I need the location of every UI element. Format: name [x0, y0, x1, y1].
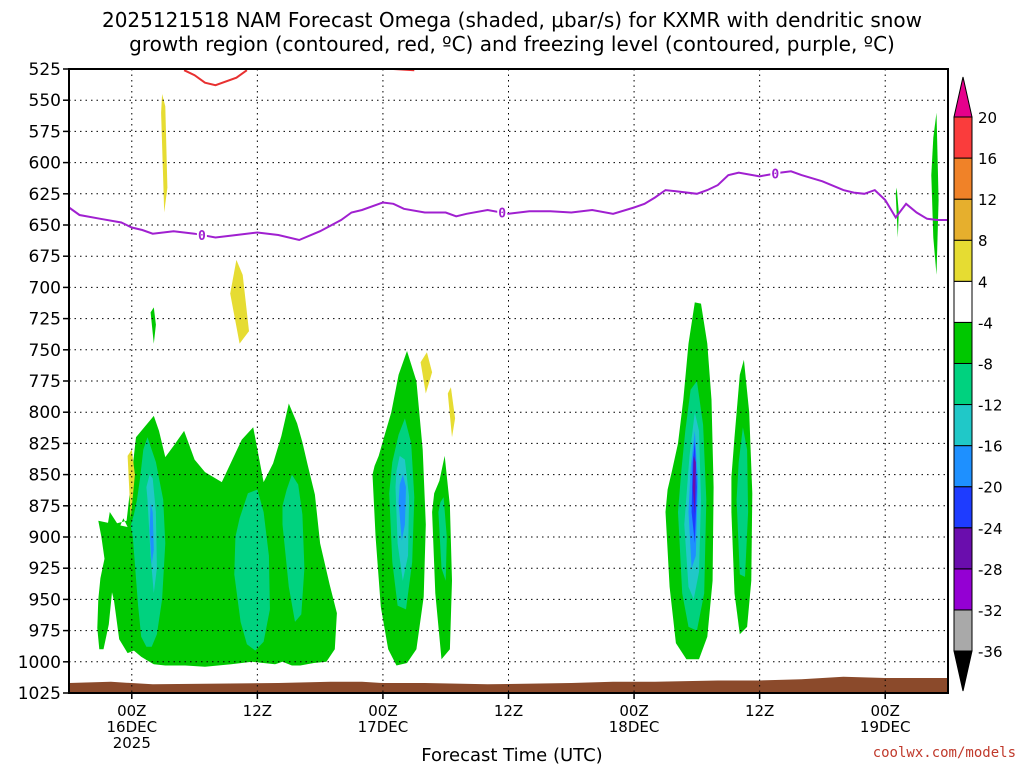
colorbar-label-5: -16 — [978, 438, 1003, 456]
colorbar-box-9 — [953, 280, 973, 323]
x-tick-label-54-0: 00Z — [619, 702, 648, 720]
y-tick-label-850: 850 — [29, 466, 61, 486]
x-tick-label-66-0: 12Z — [745, 702, 774, 720]
colorbar-box-2 — [953, 568, 973, 611]
colorbar-box-12 — [953, 157, 973, 200]
colorbar-label-12: 16 — [978, 150, 997, 168]
freezing-level-label-2: 0 — [771, 168, 779, 183]
surface-terrain — [69, 676, 948, 693]
colorbar-label-9: 4 — [978, 273, 988, 291]
omega-region-3 — [282, 474, 305, 622]
freezing-level-line — [69, 170, 948, 242]
y-tick-label-575: 575 — [29, 122, 61, 142]
colorbar-box-3 — [953, 527, 973, 570]
y-tick-label-650: 650 — [29, 216, 61, 236]
y-tick-label-900: 900 — [29, 528, 61, 548]
y-tick-label-775: 775 — [29, 372, 61, 392]
colorbar-box-1 — [953, 609, 973, 652]
colorbar-label-10: 8 — [978, 232, 988, 250]
x-tick-label-6-1: 16DEC — [106, 718, 157, 736]
y-tick-label-950: 950 — [29, 590, 61, 610]
colorbar-label-13: 20 — [978, 109, 997, 127]
omega-region-24 — [230, 259, 249, 344]
colorbar-box-8 — [953, 321, 973, 364]
x-tick-label-30-0: 00Z — [368, 702, 397, 720]
chart-title-line1: 2025121518 NAM Forecast Omega (shaded, μ… — [101, 8, 923, 32]
y-tick-label-625: 625 — [29, 185, 61, 205]
colorbar-label-7: -8 — [978, 355, 993, 373]
colorbar-box-6 — [953, 404, 973, 447]
freezing-level-label-0: 0 — [198, 229, 206, 244]
omega-region-5 — [149, 503, 154, 565]
omega-region-17 — [692, 455, 696, 515]
colorbar-label-4: -20 — [978, 479, 1003, 497]
y-tick-label-825: 825 — [29, 434, 61, 454]
colorbar-box-10 — [953, 239, 973, 282]
omega-region-27 — [447, 387, 456, 438]
omega-region-9 — [398, 474, 406, 541]
y-tick-label-975: 975 — [29, 622, 61, 642]
y-tick-label-1000: 1000 — [18, 653, 61, 673]
x-tick-label-54-1: 18DEC — [609, 718, 660, 736]
omega-region-1 — [130, 437, 166, 647]
y-tick-label-700: 700 — [29, 278, 61, 298]
colorbar-box-7 — [953, 362, 973, 406]
omega-region-21 — [895, 187, 899, 238]
y-tick-label-525: 525 — [29, 60, 61, 80]
omega-region-2 — [234, 489, 270, 651]
plot-area: 0 0 0 — [69, 69, 948, 693]
x-tick-label-18-0: 12Z — [243, 702, 272, 720]
dgz-contour-0 — [183, 69, 248, 87]
x-tick-label-30-1: 17DEC — [358, 718, 409, 736]
y-tick-label-550: 550 — [29, 91, 61, 111]
freezing-label-bg-2 — [770, 165, 781, 181]
x-tick-label-42-0: 12Z — [494, 702, 523, 720]
colorbar-label-1: -32 — [978, 602, 1003, 620]
x-tick-label-6-2: 2025 — [113, 734, 151, 752]
omega-region-25 — [127, 449, 135, 519]
y-tick-label-1025: 1025 — [18, 684, 61, 704]
omega-region-22 — [150, 307, 156, 344]
x-tick-label-78-1: 19DEC — [860, 718, 911, 736]
colorbar-bottom-arrow — [953, 650, 973, 692]
freezing-label-bg-1 — [497, 204, 508, 220]
omega-region-19 — [736, 427, 749, 577]
y-tick-label-875: 875 — [29, 497, 61, 517]
omega-region-23 — [161, 94, 168, 213]
chart-title-line2: growth region (contoured, red, ºC) and f… — [129, 32, 895, 56]
y-tick-label-800: 800 — [29, 403, 61, 423]
y-tick-label-750: 750 — [29, 341, 61, 361]
omega-region-20 — [931, 112, 939, 275]
colorbar-box-5 — [953, 445, 973, 488]
colorbar-label-0: -36 — [978, 643, 1003, 661]
colorbar-label-2: -28 — [978, 561, 1003, 579]
y-tick-label-725: 725 — [29, 310, 61, 330]
colorbar-top-arrow — [953, 76, 973, 118]
colorbar-box-4 — [953, 486, 973, 529]
freezing-level-label-1: 0 — [498, 207, 506, 222]
colorbar-label-3: -24 — [978, 520, 1003, 538]
y-tick-label-675: 675 — [29, 247, 61, 267]
credit-text: coolwx.com/models — [872, 745, 1016, 761]
omega-region-11 — [438, 497, 447, 581]
freezing-label-bg-0 — [196, 227, 207, 243]
x-tick-label-78-0: 00Z — [871, 702, 900, 720]
colorbar-label-8: -4 — [978, 314, 993, 332]
x-tick-label-6-0: 00Z — [117, 702, 146, 720]
x-axis-label: Forecast Time (UTC) — [421, 745, 603, 766]
colorbar-label-6: -12 — [978, 397, 1003, 415]
y-tick-label-925: 925 — [29, 559, 61, 579]
colorbar-box-11 — [953, 198, 973, 241]
colorbar-label-11: 12 — [978, 191, 997, 209]
colorbar-box-13 — [953, 116, 973, 159]
omega-region-26 — [420, 352, 433, 394]
y-tick-label-600: 600 — [29, 154, 61, 174]
